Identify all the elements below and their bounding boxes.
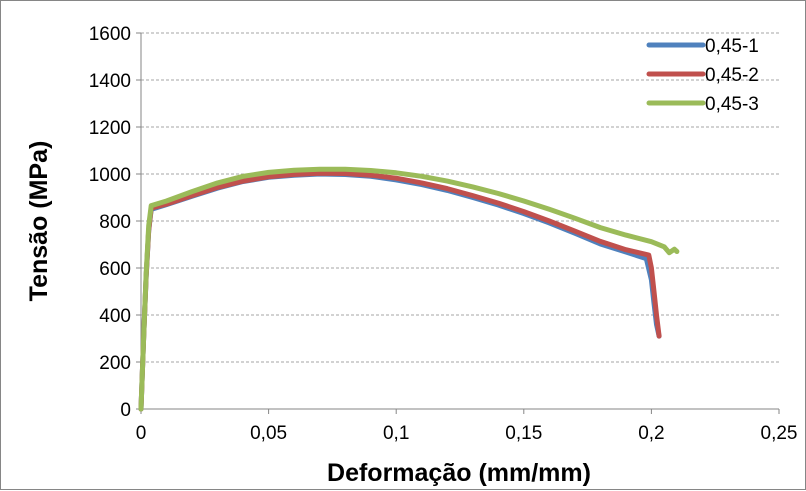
grid-lines	[141, 32, 779, 363]
legend-label-2: 0,45-2	[705, 65, 759, 86]
series-line-3	[138, 166, 680, 412]
series-line-1	[138, 171, 662, 412]
axes: 0 200 400 600 800 1000 1200 1400 1600 0 0,05 0,1 0,1…	[89, 24, 798, 444]
x-tick-label: 0,15	[505, 423, 542, 444]
legend: 0,45-1 0,45-2 0,45-3	[646, 36, 759, 115]
x-tick-label: 0,25	[761, 423, 798, 444]
x-tick-label: 0,05	[250, 423, 287, 444]
y-tick-label: 400	[99, 306, 131, 327]
y-tick-label: 1200	[89, 118, 131, 139]
x-tick-label: 0,1	[383, 423, 409, 444]
y-tick-label: 200	[99, 353, 131, 374]
legend-label-1: 0,45-1	[705, 36, 759, 57]
y-tick-label: 1400	[89, 71, 131, 92]
y-tick-label: 1600	[89, 24, 131, 45]
y-axis-title: Tensão (MPa)	[25, 141, 53, 302]
y-tick-label: 800	[99, 212, 131, 233]
x-axis-title: Deformação (mm/mm)	[327, 459, 591, 487]
legend-label-3: 0,45-3	[705, 94, 759, 115]
y-tick-label: 1000	[89, 165, 131, 186]
x-tick-label: 0,2	[638, 423, 664, 444]
y-tick-label: 0	[120, 400, 131, 421]
y-tick-label: 600	[99, 259, 131, 280]
data-series	[138, 166, 680, 412]
series-line-2	[138, 170, 662, 412]
x-tick-label: 0	[136, 423, 147, 444]
